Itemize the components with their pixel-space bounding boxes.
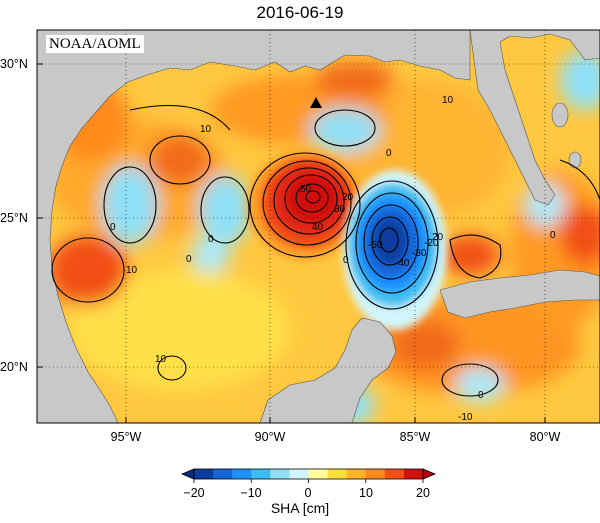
contour-label: 0	[386, 148, 392, 159]
tick-marks	[37, 63, 546, 423]
colorbar-tick-label: −20	[183, 486, 204, 500]
colorbar-tick-label: −10	[240, 486, 261, 500]
colorbar-tick-label: 20	[416, 486, 430, 500]
colorbar-swatch	[232, 469, 252, 479]
credit-label: NOAA/AOML	[46, 35, 144, 53]
lon-tick-label: 80°W	[530, 430, 561, 444]
contour-label: 0	[478, 390, 484, 401]
land	[37, 30, 600, 423]
graticule	[37, 30, 600, 423]
colorbar-swatch	[194, 469, 214, 479]
contour-label: -20	[424, 238, 439, 249]
contour-label: 20	[342, 192, 354, 203]
colorbar-min-arrow	[180, 468, 195, 480]
contour-label-group: 10 10 10 10 0 0 0 0 0 0 0 -10 50 40 30 2…	[110, 95, 556, 423]
contour-label: -30	[412, 248, 427, 259]
lat-tick-label: 25°N	[0, 211, 28, 225]
colorbar-tick-label: 10	[359, 486, 373, 500]
contour-label: 10	[200, 124, 212, 135]
colorbar-swatch	[251, 469, 271, 479]
contour-label: 0	[110, 222, 116, 233]
lon-tick-label: 90°W	[255, 430, 286, 444]
contour-lines	[51, 104, 600, 397]
colorbar-swatch	[327, 469, 348, 479]
contour-label: -40	[395, 258, 410, 269]
map-field: 10 10 10 10 0 0 0 0 0 0 0 -10 50 40 30 2…	[37, 30, 600, 423]
colorbar-tick-label: 0	[305, 486, 312, 500]
lat-tick-label: 30°N	[0, 57, 28, 71]
contour-label: -10	[458, 412, 473, 423]
colorbar-swatch	[308, 469, 329, 479]
contour-label: 0	[550, 230, 556, 241]
colorbar-swatch	[384, 469, 405, 479]
colorbar-tick-labels: −20 −10 0 10 20	[183, 486, 430, 500]
colorbar-max-arrow	[422, 468, 437, 480]
colorbar-swatch	[403, 469, 424, 479]
contour-label: 40	[312, 222, 324, 233]
contour-label: 0	[186, 254, 192, 265]
colorbar-swatch	[213, 469, 233, 479]
contour-label: 0	[343, 255, 349, 266]
contour-label: 10	[442, 95, 454, 106]
contour-label: 10	[126, 265, 138, 276]
contour-label: 0	[208, 234, 214, 245]
colorbar-swatch	[270, 469, 290, 479]
lon-tick-label: 95°W	[111, 430, 142, 444]
colorbar-label: SHA [cm]	[270, 500, 330, 516]
colorbar-swatch	[346, 469, 367, 479]
contour-label: 50	[300, 184, 312, 195]
contour-label: 30	[334, 204, 346, 215]
contour-label: -50	[368, 240, 383, 251]
contour-label: 10	[155, 354, 167, 365]
map-title: 2016-06-19	[256, 3, 344, 22]
colorbar-swatch	[365, 469, 386, 479]
colorbar-swatch	[289, 469, 309, 479]
contour-label: 20	[432, 232, 444, 243]
station-marker-icon	[310, 97, 322, 108]
colorbar	[180, 468, 437, 483]
lon-tick-label: 85°W	[400, 430, 431, 444]
lat-tick-label: 20°N	[0, 360, 28, 374]
map-frame	[36, 29, 600, 424]
